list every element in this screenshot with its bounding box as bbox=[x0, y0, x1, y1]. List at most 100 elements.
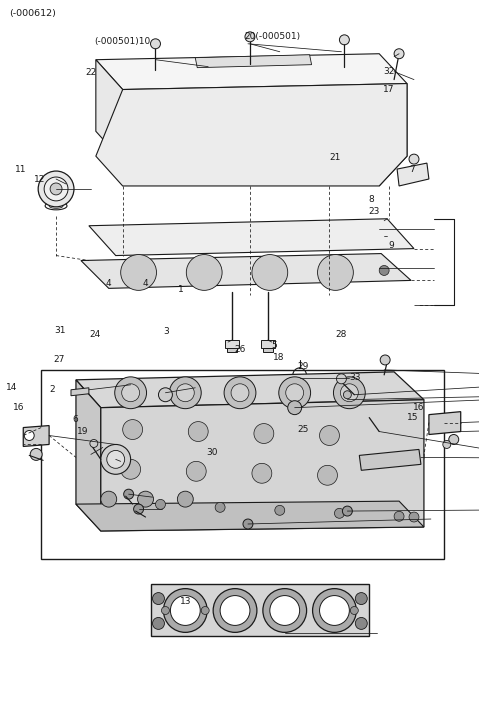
Circle shape bbox=[120, 459, 141, 479]
Circle shape bbox=[245, 32, 255, 41]
Circle shape bbox=[213, 588, 257, 633]
Circle shape bbox=[44, 177, 68, 201]
Circle shape bbox=[104, 497, 114, 507]
Circle shape bbox=[115, 377, 146, 408]
Circle shape bbox=[318, 254, 353, 290]
Circle shape bbox=[343, 391, 351, 399]
Circle shape bbox=[243, 519, 253, 529]
Circle shape bbox=[176, 384, 194, 401]
Text: 6: 6 bbox=[72, 415, 78, 425]
Text: 14: 14 bbox=[6, 383, 18, 392]
Text: 22: 22 bbox=[85, 68, 96, 77]
Circle shape bbox=[107, 451, 125, 468]
Circle shape bbox=[38, 171, 74, 207]
Polygon shape bbox=[96, 53, 407, 89]
Circle shape bbox=[288, 401, 301, 415]
Circle shape bbox=[263, 588, 307, 633]
Circle shape bbox=[169, 377, 201, 408]
Polygon shape bbox=[397, 163, 429, 186]
Circle shape bbox=[123, 420, 143, 439]
Circle shape bbox=[320, 595, 349, 626]
Circle shape bbox=[355, 593, 367, 605]
Circle shape bbox=[335, 508, 344, 518]
Bar bbox=[41, 370, 444, 559]
Circle shape bbox=[380, 355, 390, 365]
Text: 13: 13 bbox=[180, 598, 192, 606]
Polygon shape bbox=[195, 55, 312, 67]
Polygon shape bbox=[81, 254, 411, 288]
Text: 17: 17 bbox=[383, 85, 395, 94]
Circle shape bbox=[186, 254, 222, 290]
Circle shape bbox=[340, 384, 358, 401]
Circle shape bbox=[30, 449, 42, 460]
Circle shape bbox=[101, 491, 117, 507]
Circle shape bbox=[286, 384, 304, 401]
Polygon shape bbox=[96, 84, 407, 186]
Circle shape bbox=[339, 35, 349, 45]
Circle shape bbox=[188, 422, 208, 441]
Circle shape bbox=[151, 39, 160, 49]
Polygon shape bbox=[101, 400, 424, 531]
Circle shape bbox=[158, 388, 172, 401]
Polygon shape bbox=[96, 60, 123, 161]
Text: 16: 16 bbox=[13, 403, 25, 412]
Polygon shape bbox=[23, 425, 49, 446]
Circle shape bbox=[220, 595, 250, 626]
Text: 15: 15 bbox=[407, 413, 419, 423]
Text: 27: 27 bbox=[53, 356, 64, 364]
Circle shape bbox=[318, 465, 337, 485]
Circle shape bbox=[342, 506, 352, 516]
Circle shape bbox=[379, 266, 389, 276]
Circle shape bbox=[122, 384, 140, 401]
Circle shape bbox=[350, 607, 358, 614]
Polygon shape bbox=[76, 372, 424, 408]
Circle shape bbox=[156, 499, 166, 510]
Circle shape bbox=[101, 444, 131, 475]
Circle shape bbox=[320, 425, 339, 446]
Polygon shape bbox=[227, 348, 237, 352]
Polygon shape bbox=[379, 84, 407, 186]
Circle shape bbox=[153, 617, 165, 629]
Circle shape bbox=[312, 588, 356, 633]
Text: 33: 33 bbox=[349, 373, 360, 382]
Polygon shape bbox=[225, 340, 239, 348]
Polygon shape bbox=[76, 501, 424, 531]
Text: 7: 7 bbox=[409, 165, 415, 174]
Circle shape bbox=[355, 617, 367, 629]
Circle shape bbox=[443, 441, 451, 449]
Text: 5: 5 bbox=[271, 342, 277, 350]
Circle shape bbox=[153, 593, 165, 605]
Polygon shape bbox=[151, 583, 369, 636]
Circle shape bbox=[252, 463, 272, 483]
Text: 2: 2 bbox=[49, 385, 55, 394]
Text: 18: 18 bbox=[274, 353, 285, 361]
Circle shape bbox=[120, 254, 156, 290]
Text: 16: 16 bbox=[413, 403, 424, 412]
Polygon shape bbox=[360, 449, 421, 470]
Text: 29: 29 bbox=[297, 361, 309, 370]
Circle shape bbox=[178, 491, 193, 507]
Text: 4: 4 bbox=[143, 279, 148, 288]
Circle shape bbox=[254, 424, 274, 444]
Text: 23: 23 bbox=[369, 207, 380, 217]
Circle shape bbox=[133, 504, 144, 514]
Circle shape bbox=[215, 503, 225, 512]
Polygon shape bbox=[263, 348, 273, 352]
Circle shape bbox=[224, 377, 256, 408]
Text: 25: 25 bbox=[297, 425, 309, 434]
Circle shape bbox=[394, 49, 404, 59]
Polygon shape bbox=[71, 388, 89, 396]
Circle shape bbox=[270, 595, 300, 626]
Circle shape bbox=[394, 511, 404, 521]
Text: 4: 4 bbox=[106, 279, 111, 288]
Polygon shape bbox=[89, 219, 414, 256]
Circle shape bbox=[201, 607, 209, 614]
Circle shape bbox=[90, 439, 98, 447]
Circle shape bbox=[334, 377, 365, 408]
Text: 19: 19 bbox=[77, 427, 88, 436]
Circle shape bbox=[186, 461, 206, 482]
Text: 8: 8 bbox=[369, 195, 374, 205]
Text: 12: 12 bbox=[34, 175, 45, 184]
Text: 32: 32 bbox=[383, 67, 395, 77]
Text: 21: 21 bbox=[330, 153, 341, 162]
